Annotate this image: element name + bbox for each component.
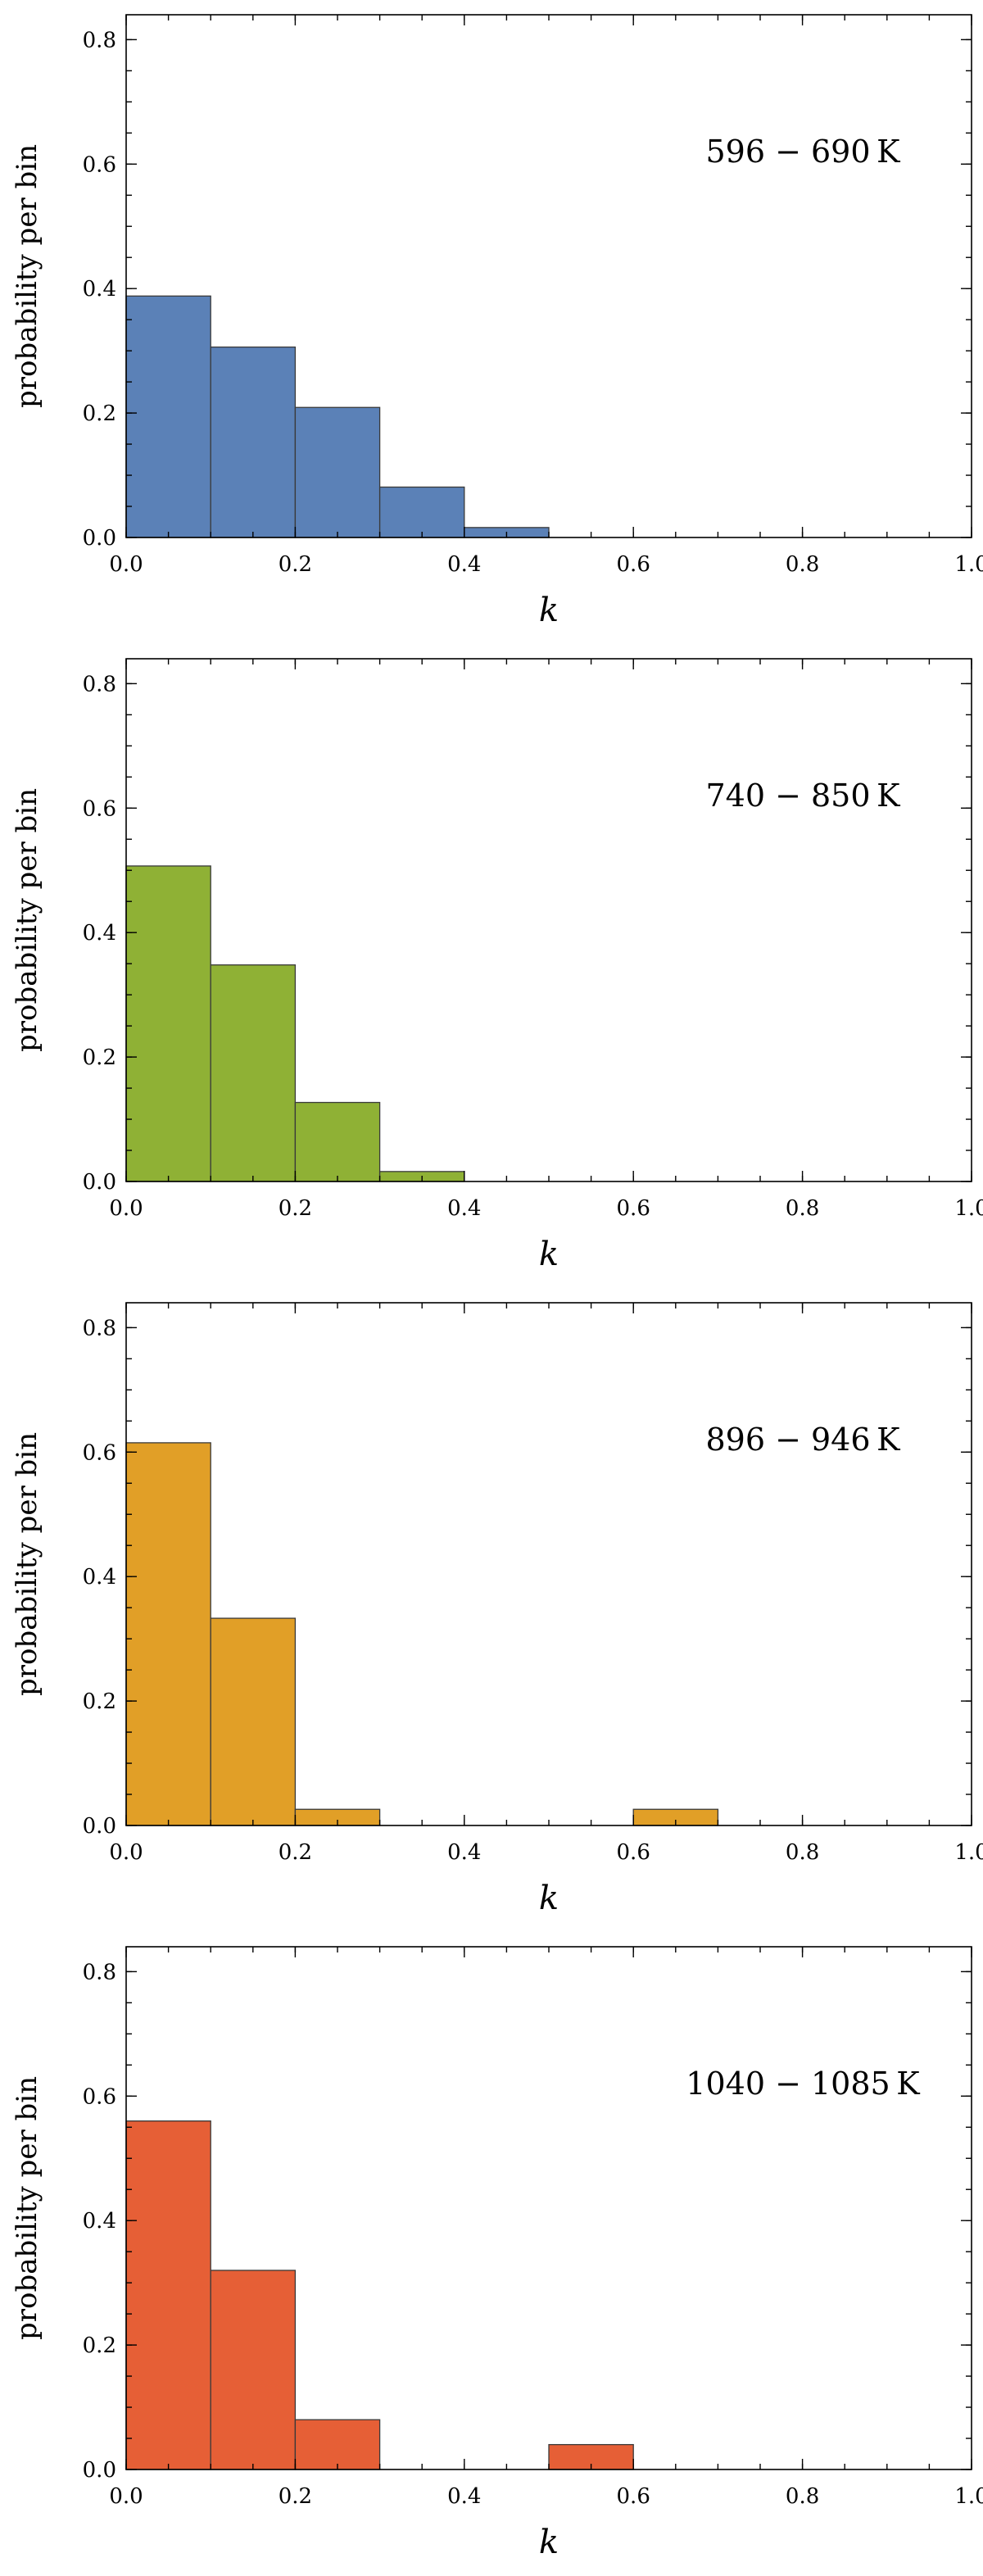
x-tick-label: 0.6 bbox=[617, 1196, 650, 1221]
x-tick-label: 0.0 bbox=[109, 1840, 143, 1865]
x-tick-label: 0.8 bbox=[786, 1196, 819, 1221]
x-axis-title: k bbox=[539, 1880, 559, 1917]
y-tick-label: 0.0 bbox=[83, 2458, 116, 2483]
y-axis-title: probability per bin bbox=[11, 144, 43, 408]
y-axis-title: probability per bin bbox=[11, 788, 43, 1052]
x-tick-label: 0.4 bbox=[447, 552, 481, 577]
histogram-panel: 0.0 0.2 0.4 0.6 0.8 1.0 0.0 0.2 0.4 0.6 0.8 k probab… bbox=[11, 1946, 983, 2561]
x-tick-label: 0.0 bbox=[109, 1196, 143, 1221]
x-tick-label: 1.0 bbox=[954, 1840, 983, 1865]
x-tick-label: 0.2 bbox=[279, 1196, 312, 1221]
x-tick-label: 1.0 bbox=[954, 552, 983, 577]
histogram-bar bbox=[210, 346, 297, 538]
x-tick-label: 0.6 bbox=[617, 1840, 650, 1865]
histogram-bar bbox=[378, 486, 465, 538]
y-tick-label: 0.2 bbox=[83, 2333, 116, 2358]
y-tick-label: 0.8 bbox=[83, 28, 116, 52]
x-tick-label: 0.8 bbox=[786, 1840, 819, 1865]
temperature-range-label: 896 − 946 K bbox=[705, 1422, 900, 1458]
y-tick-label: 0.4 bbox=[83, 1565, 116, 1590]
x-tick-label: 0.0 bbox=[109, 2484, 143, 2509]
x-tick-label: 0.4 bbox=[447, 2484, 481, 2509]
y-tick-label: 0.2 bbox=[83, 1045, 116, 1070]
histogram-bar bbox=[210, 964, 297, 1182]
x-tick-label: 0.4 bbox=[447, 1840, 481, 1865]
histogram-panel: 0.0 0.2 0.4 0.6 0.8 1.0 0.0 0.2 0.4 0.6 0.8 k probab… bbox=[11, 14, 983, 629]
histogram-bar bbox=[125, 865, 211, 1182]
histogram-bar bbox=[125, 1442, 211, 1826]
temperature-range-label: 740 − 850 K bbox=[705, 778, 900, 814]
temperature-range-label: 596 − 690 K bbox=[705, 134, 900, 170]
y-tick-label: 0.4 bbox=[83, 277, 116, 302]
y-axis-title: probability per bin bbox=[11, 1432, 43, 1696]
x-axis-title: k bbox=[539, 1236, 559, 1273]
y-tick-label: 0.4 bbox=[83, 2209, 116, 2234]
y-tick-label: 0.8 bbox=[83, 1960, 116, 1984]
y-tick-label: 0.8 bbox=[83, 672, 116, 696]
y-tick-label: 0.6 bbox=[83, 2084, 116, 2109]
histogram-panel: 0.0 0.2 0.4 0.6 0.8 1.0 0.0 0.2 0.4 0.6 0.8 k probab… bbox=[11, 1302, 983, 1917]
y-tick-label: 0.0 bbox=[83, 1170, 116, 1195]
histogram-bar bbox=[210, 1617, 297, 1826]
x-tick-label: 0.8 bbox=[786, 2484, 819, 2509]
histogram-bar bbox=[294, 2419, 381, 2470]
y-tick-label: 0.6 bbox=[83, 796, 116, 821]
y-tick-label: 0.6 bbox=[83, 1440, 116, 1465]
x-tick-label: 0.2 bbox=[279, 2484, 312, 2509]
histogram-bar bbox=[125, 2120, 211, 2470]
x-tick-label: 1.0 bbox=[954, 1196, 983, 1221]
x-axis-title: k bbox=[539, 2524, 559, 2561]
x-tick-label: 0.6 bbox=[617, 2484, 650, 2509]
histogram-bar bbox=[294, 1101, 381, 1182]
y-tick-label: 0.6 bbox=[83, 152, 116, 177]
temperature-range-label: 1040 − 1085 K bbox=[686, 2066, 920, 2102]
histogram-bar bbox=[125, 295, 211, 538]
x-tick-label: 0.8 bbox=[786, 552, 819, 577]
x-tick-label: 0.6 bbox=[617, 552, 650, 577]
x-tick-label: 0.2 bbox=[279, 1840, 312, 1865]
y-tick-label: 0.2 bbox=[83, 401, 116, 426]
y-tick-label: 0.0 bbox=[83, 526, 116, 551]
x-tick-label: 0.0 bbox=[109, 552, 143, 577]
histogram-bar bbox=[210, 2270, 297, 2470]
y-tick-label: 0.8 bbox=[83, 1316, 116, 1340]
x-tick-label: 1.0 bbox=[954, 2484, 983, 2509]
histogram-panel: 0.0 0.2 0.4 0.6 0.8 1.0 0.0 0.2 0.4 0.6 0.8 k probab… bbox=[11, 658, 983, 1273]
y-tick-label: 0.2 bbox=[83, 1689, 116, 1714]
y-tick-label: 0.4 bbox=[83, 921, 116, 946]
histogram-bar bbox=[294, 406, 381, 538]
x-tick-label: 0.2 bbox=[279, 552, 312, 577]
y-axis-title: probability per bin bbox=[11, 2076, 43, 2340]
y-tick-label: 0.0 bbox=[83, 1814, 116, 1839]
x-axis-title: k bbox=[539, 592, 559, 629]
x-tick-label: 0.4 bbox=[447, 1196, 481, 1221]
